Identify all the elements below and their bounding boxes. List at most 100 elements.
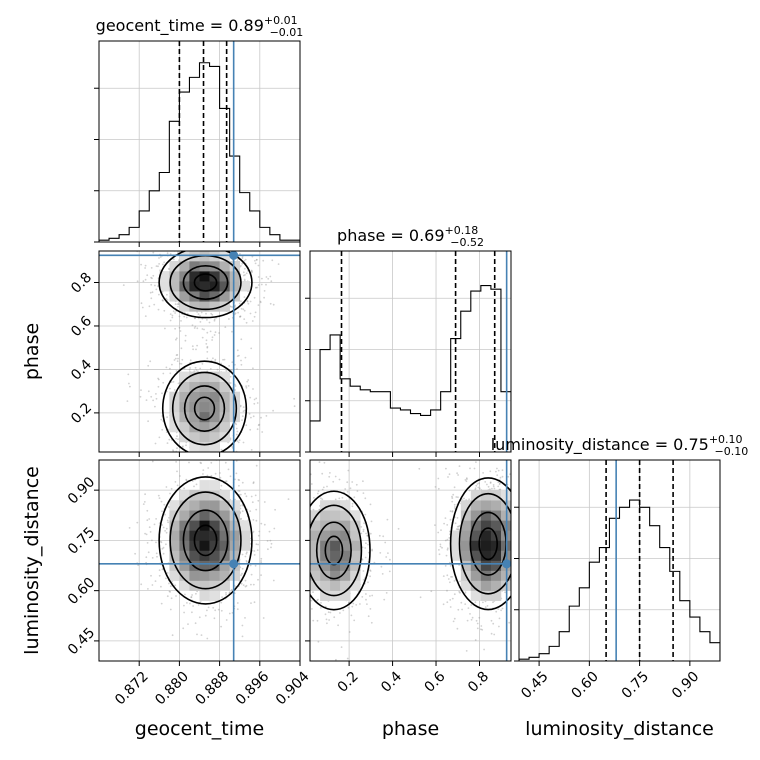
sample-point: [338, 478, 341, 481]
sample-point: [254, 311, 257, 314]
sample-point: [161, 428, 164, 431]
sample-point: [515, 555, 517, 557]
density-cell: [209, 391, 220, 403]
sample-point: [158, 497, 161, 499]
sample-point: [317, 640, 320, 643]
density-cell: [229, 570, 241, 581]
sample-point: [334, 498, 337, 501]
sample-point: [235, 453, 237, 455]
sample-point: [176, 435, 178, 438]
sample-point: [430, 590, 433, 593]
sample-point: [308, 527, 310, 529]
density-cell: [209, 411, 220, 423]
sample-point: [136, 521, 139, 524]
density-cell: [490, 590, 502, 601]
sample-point: [495, 610, 498, 613]
density-cell: [350, 520, 361, 531]
sample-point: [452, 493, 455, 496]
sample-point: [524, 556, 526, 558]
sample-point: [498, 488, 501, 491]
sample-point: [353, 619, 356, 622]
sample-point: [442, 575, 445, 577]
sample-point: [365, 593, 367, 595]
sample-point: [250, 573, 253, 576]
sample-point: [347, 469, 350, 472]
sample-point: [154, 405, 156, 408]
sample-point: [162, 263, 164, 266]
sample-point: [513, 542, 515, 544]
sample-point: [253, 296, 256, 299]
density-cell: [179, 490, 190, 501]
contour-line: [158, 476, 253, 605]
sample-point: [514, 525, 516, 527]
sample-point: [250, 449, 253, 451]
sample-point: [388, 570, 391, 573]
sample-point: [287, 498, 290, 500]
sample-point: [523, 502, 525, 504]
sample-point: [348, 601, 350, 604]
sample-point: [515, 560, 517, 562]
sample-point: [251, 320, 254, 322]
sample-point: [385, 556, 388, 558]
sample-point: [136, 280, 139, 283]
sample-point: [245, 321, 248, 324]
sample-point: [514, 547, 516, 549]
sample-point: [482, 601, 484, 604]
sample-point: [382, 535, 385, 538]
sample-point: [362, 570, 365, 572]
sample-point: [235, 472, 238, 475]
sample-point: [244, 585, 247, 588]
sample-point: [301, 568, 303, 570]
density-cell: [209, 550, 220, 561]
hist-step: [519, 499, 720, 661]
sample-point: [252, 482, 255, 485]
density-cell: [209, 381, 220, 392]
sample-point: [499, 488, 502, 491]
sample-point: [216, 244, 218, 246]
density-cell: [229, 261, 241, 272]
sample-point: [144, 264, 147, 267]
sample-point: [541, 544, 543, 546]
sample-point: [240, 265, 242, 267]
sample-point: [464, 479, 467, 481]
sample-point: [475, 619, 478, 622]
sample-point: [169, 372, 172, 375]
density-cell: [460, 500, 472, 511]
sample-point: [292, 583, 294, 585]
sample-point: [167, 505, 170, 508]
y-tick-label: 0.45: [65, 625, 98, 658]
sample-point: [252, 415, 255, 418]
density-cell: [209, 530, 220, 541]
sample-point: [162, 372, 165, 375]
hist-frame-phase: [309, 250, 512, 453]
sample-point: [231, 361, 234, 364]
sample-point: [174, 475, 176, 477]
sample-point: [176, 447, 178, 450]
density-cell: [219, 490, 230, 501]
sample-point: [150, 283, 153, 286]
sample-point: [302, 588, 304, 590]
sample-point: [512, 573, 514, 575]
sample-point: [181, 358, 184, 361]
sample-point: [241, 624, 244, 627]
sample-point: [239, 315, 242, 318]
sample-point: [281, 524, 283, 526]
y-tick-label: 0.8: [68, 270, 95, 297]
sample-point: [457, 474, 459, 476]
sample-point: [150, 574, 152, 577]
density-cell: [470, 500, 482, 511]
sample-point: [249, 477, 251, 479]
density-cell: [480, 590, 492, 601]
sample-point: [250, 602, 252, 604]
sample-point: [449, 581, 451, 584]
sample-point: [312, 619, 315, 622]
sample-point: [305, 512, 307, 514]
sample-point: [199, 315, 202, 317]
sample-point: [448, 473, 451, 476]
sample-point: [161, 568, 164, 571]
sample-point: [389, 558, 391, 561]
density-cell: [179, 520, 190, 531]
contour-line: [182, 509, 229, 572]
sample-point: [456, 528, 459, 531]
sample-point: [227, 457, 229, 459]
